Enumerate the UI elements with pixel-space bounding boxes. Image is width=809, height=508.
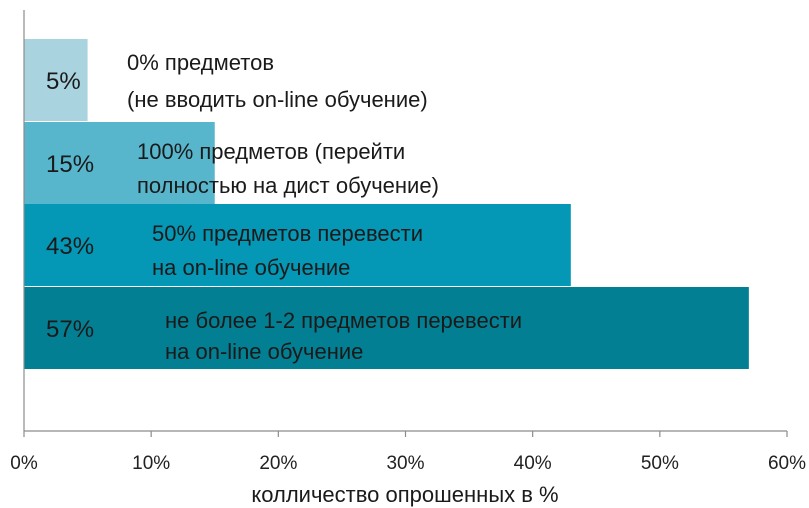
x-tick-label-3: 30% (386, 453, 424, 474)
x-ticks-layer: 0% 10% 20% 30% 40% 50% 60% (10, 431, 806, 474)
bar-description-3-line-1: 50% предметов перевести (152, 221, 423, 246)
x-axis-title: колличество опрошенных в % (251, 482, 558, 507)
bar-description-2-line-1: 100% предметов (перейти (137, 139, 405, 164)
x-tick-label-2: 20% (259, 453, 297, 474)
bar-description-1-line-2: (не вводить on-line обучение) (127, 87, 428, 112)
bar-description-4-line-2: на on-line обучение (165, 339, 363, 364)
bar-description-2-line-2: полностью на дист обучение) (137, 173, 439, 198)
bar-2 (24, 122, 215, 204)
bar-3 (24, 204, 571, 286)
labels-layer: 5% 0% предметов (не вводить on-line обучен… (46, 50, 522, 364)
bar-value-label-1: 5% (46, 68, 81, 95)
bar-description-4-line-1: не более 1-2 предметов перевести (165, 308, 522, 333)
bar-value-label-3: 43% (46, 233, 94, 260)
bar-description-1-line-1: 0% предметов (127, 50, 274, 75)
x-tick-label-0: 0% (10, 453, 38, 474)
bar-1 (24, 39, 88, 121)
x-tick-label-6: 60% (768, 453, 806, 474)
x-tick-label-5: 50% (641, 453, 679, 474)
bars-layer (24, 39, 749, 369)
x-tick-label-4: 40% (514, 453, 552, 474)
bar-4 (24, 287, 749, 369)
x-tick-label-1: 10% (132, 453, 170, 474)
bar-description-3-line-2: на on-line обучение (152, 255, 350, 280)
bar-value-label-2: 15% (46, 151, 94, 178)
bar-value-label-4: 57% (46, 316, 94, 343)
